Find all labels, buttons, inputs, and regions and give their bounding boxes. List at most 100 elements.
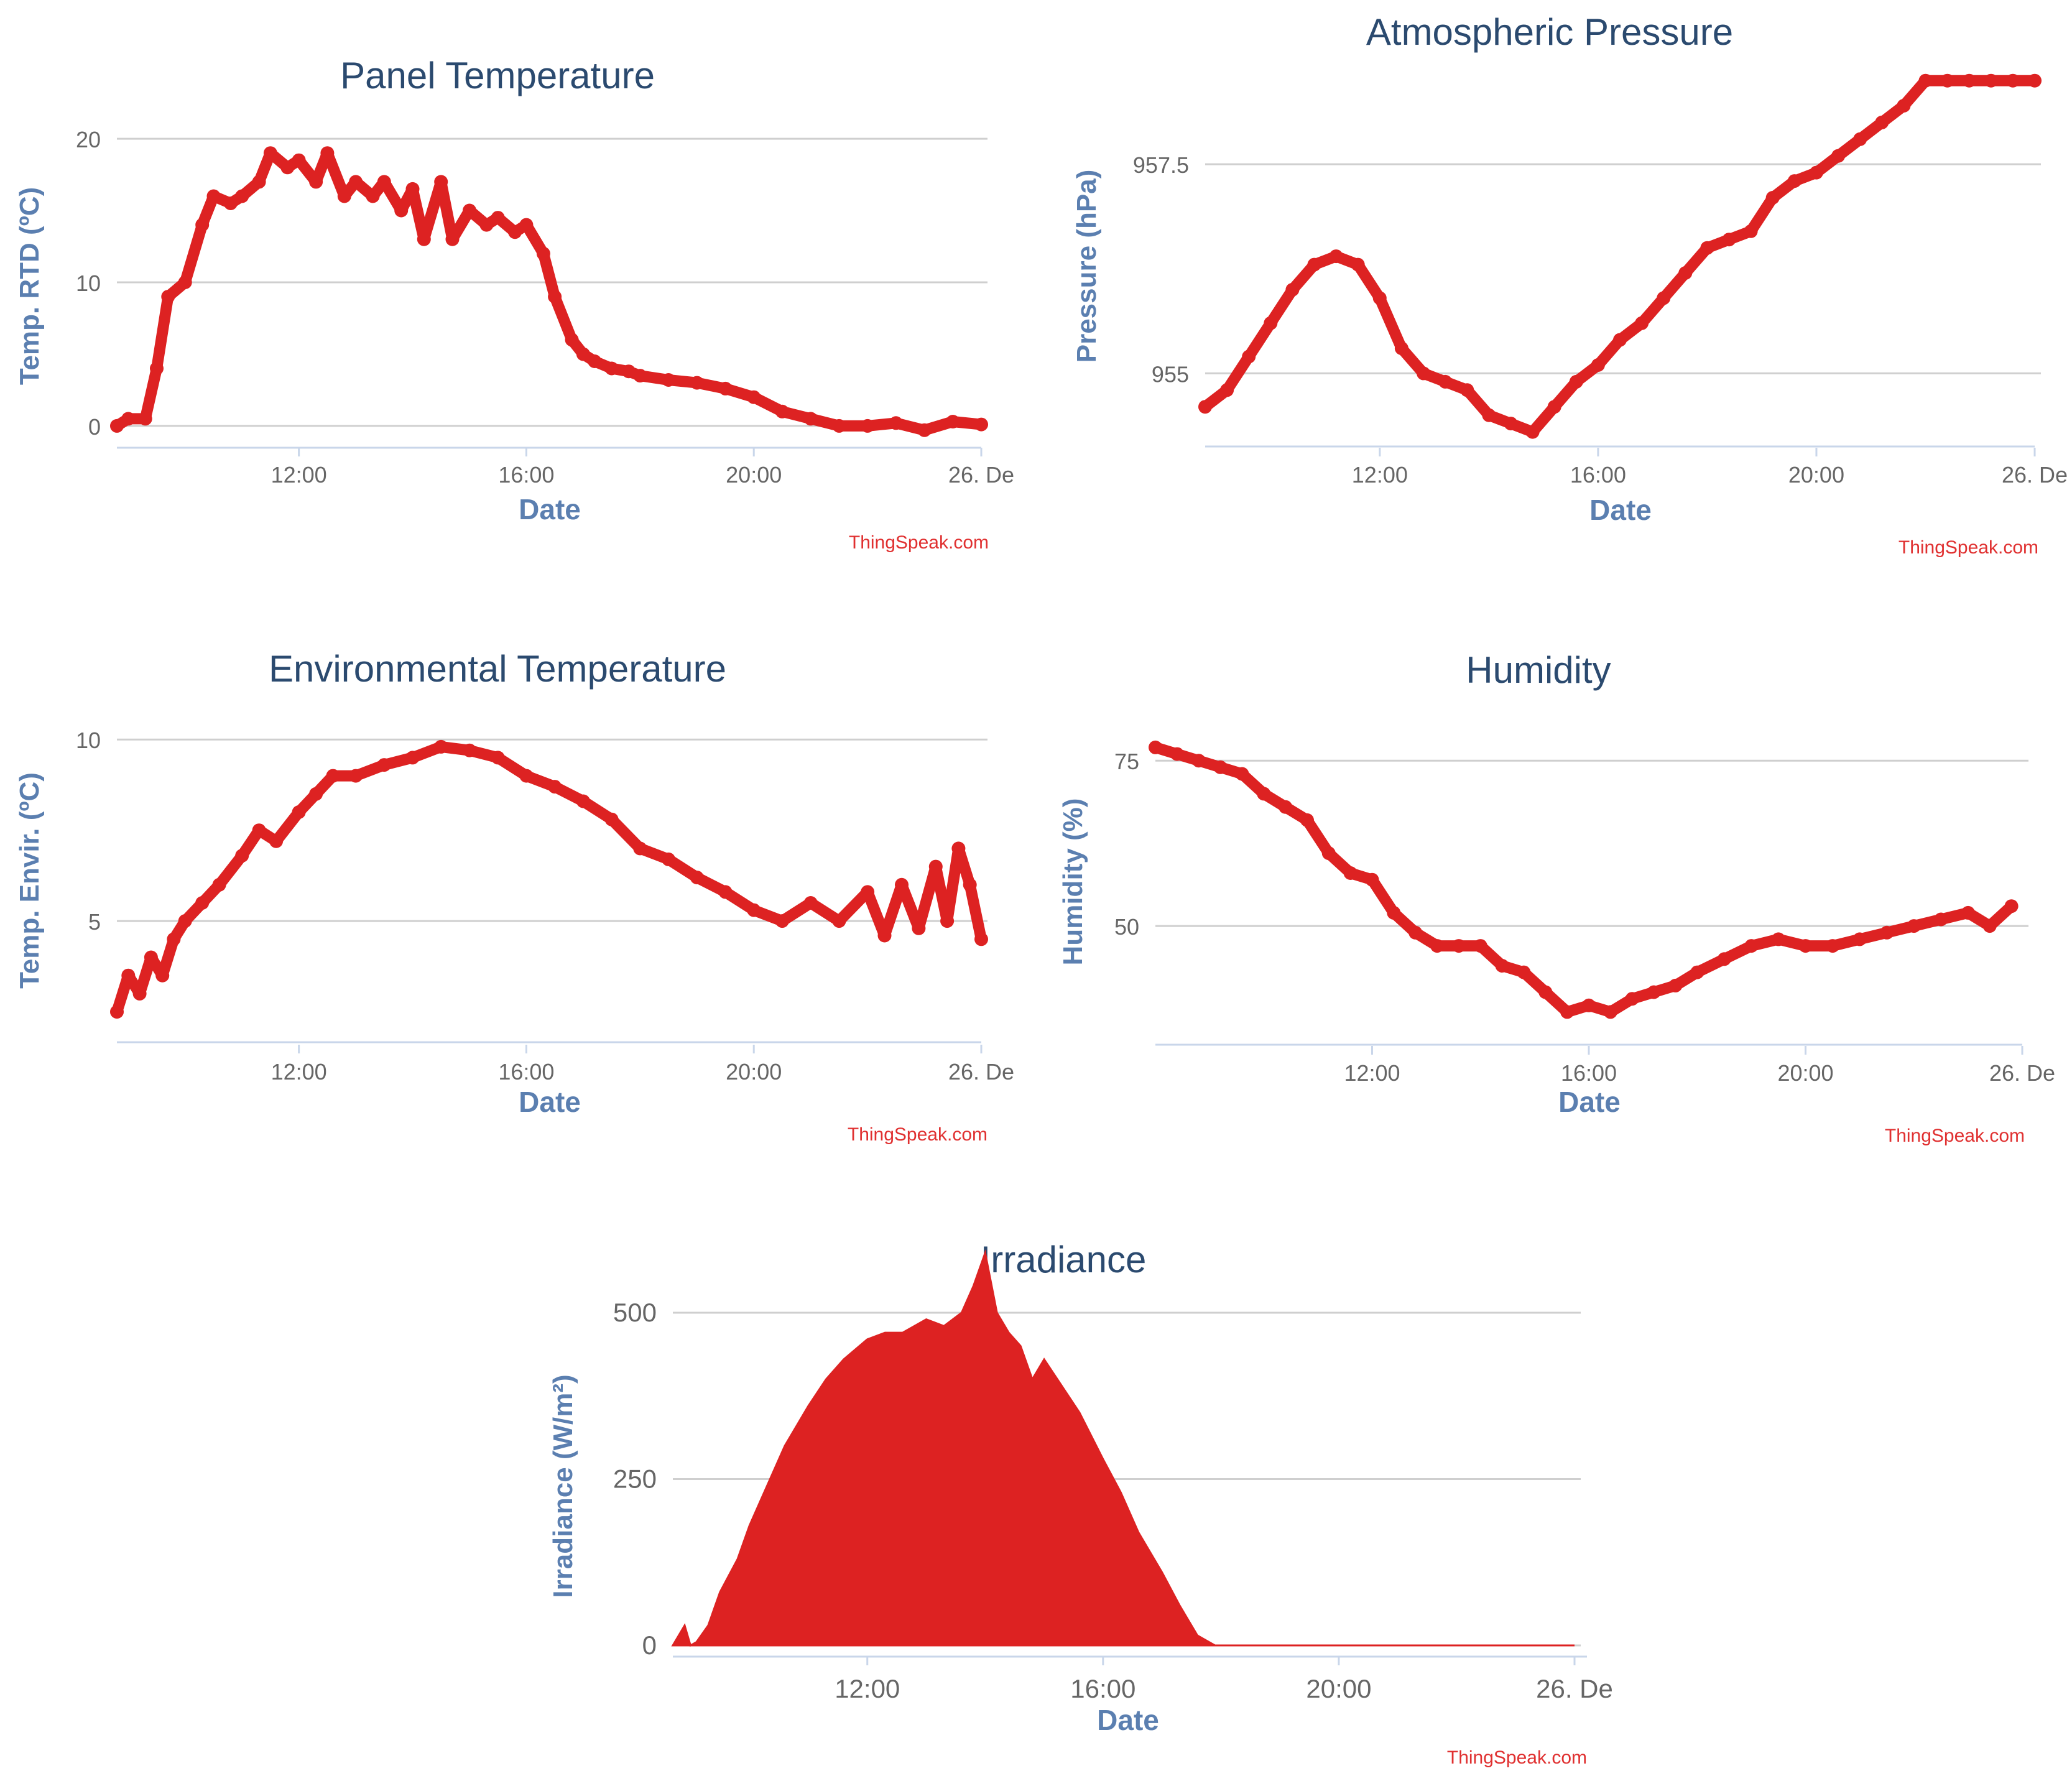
data-point bbox=[951, 841, 966, 856]
chart-credit[interactable]: ThingSpeak.com bbox=[1885, 1126, 2025, 1146]
data-point bbox=[178, 275, 192, 289]
data-point bbox=[263, 146, 277, 160]
y-tick-label: 10 bbox=[76, 728, 101, 753]
data-point bbox=[519, 218, 534, 232]
data-point bbox=[974, 417, 988, 432]
chart-irradiance: Irradiance 0 250 500 12:00 16:00 20:00 26. De… bbox=[548, 1239, 1613, 1768]
data-point bbox=[1547, 400, 1561, 414]
data-point bbox=[963, 877, 977, 892]
data-point bbox=[519, 769, 534, 783]
data-point bbox=[1321, 846, 1336, 861]
data-point bbox=[121, 968, 136, 983]
data-point bbox=[1875, 115, 1889, 129]
data-point bbox=[1307, 257, 1321, 272]
x-tick-label: 26. De bbox=[948, 462, 1014, 488]
data-point bbox=[1460, 383, 1474, 397]
data-point bbox=[1690, 965, 1704, 979]
data-point bbox=[150, 361, 164, 376]
series-marks bbox=[110, 739, 988, 1019]
data-point bbox=[1603, 1005, 1617, 1019]
data-point bbox=[1831, 149, 1846, 163]
data-point bbox=[565, 333, 579, 347]
y-axis-label: Temp. Envir. (ºC) bbox=[14, 772, 45, 989]
chart-title: Environmental Temperature bbox=[269, 648, 726, 690]
data-point bbox=[1918, 73, 1933, 88]
x-tick-label: 20:00 bbox=[1306, 1674, 1371, 1703]
data-point bbox=[1220, 383, 1234, 397]
series-marks bbox=[1198, 73, 2042, 439]
x-axis-ticks: 12:00 16:00 20:00 26. De bbox=[271, 448, 1014, 488]
data-point bbox=[138, 412, 152, 426]
data-point bbox=[718, 381, 733, 395]
data-point bbox=[1279, 800, 1293, 814]
data-point bbox=[1329, 249, 1343, 264]
data-point bbox=[178, 914, 192, 928]
chart-credit[interactable]: ThingSpeak.com bbox=[848, 1124, 987, 1145]
data-point bbox=[588, 354, 602, 368]
data-point bbox=[861, 885, 875, 899]
data-point bbox=[1504, 417, 1518, 431]
data-point bbox=[604, 812, 619, 826]
x-axis-ticks: 12:00 16:00 20:00 26. De bbox=[835, 1657, 1613, 1703]
data-point bbox=[1495, 959, 1509, 973]
data-point bbox=[1934, 912, 1948, 927]
data-point bbox=[434, 739, 448, 754]
x-tick-label: 16:00 bbox=[1561, 1060, 1617, 1086]
y-tick-label: 500 bbox=[613, 1298, 657, 1327]
data-point bbox=[1191, 754, 1206, 768]
data-point bbox=[917, 423, 932, 437]
data-point bbox=[2004, 899, 2019, 913]
data-point bbox=[1787, 174, 1801, 188]
x-tick-label: 26. De bbox=[948, 1059, 1014, 1085]
data-point bbox=[1525, 425, 1540, 439]
data-point bbox=[1351, 257, 1365, 272]
data-point bbox=[1798, 939, 1813, 953]
x-tick-label: 20:00 bbox=[726, 1059, 782, 1085]
y-tick-label: 50 bbox=[1114, 914, 1139, 940]
data-point bbox=[928, 859, 943, 874]
x-tick-label: 12:00 bbox=[271, 462, 327, 488]
chart-credit[interactable]: ThingSpeak.com bbox=[849, 532, 989, 553]
x-tick-label: 26. De bbox=[1989, 1060, 2055, 1086]
data-point bbox=[889, 416, 903, 430]
data-point bbox=[309, 787, 323, 801]
y-axis-ticks: 955 957.5 bbox=[1133, 152, 2041, 387]
data-point bbox=[2028, 73, 2042, 88]
data-point bbox=[974, 932, 988, 946]
data-point bbox=[1285, 282, 1300, 297]
data-point bbox=[576, 794, 590, 808]
data-point bbox=[1473, 939, 1487, 953]
data-point bbox=[212, 877, 226, 892]
data-point bbox=[1582, 998, 1596, 1012]
y-tick-label: 0 bbox=[88, 414, 101, 440]
data-point bbox=[775, 914, 789, 928]
chart-title: Panel Temperature bbox=[340, 55, 655, 96]
chart-credit[interactable]: ThingSpeak.com bbox=[1899, 537, 2038, 558]
x-tick-label: 16:00 bbox=[1070, 1674, 1135, 1703]
data-point bbox=[633, 841, 647, 856]
data-point bbox=[622, 364, 636, 379]
data-point bbox=[377, 758, 391, 772]
data-point bbox=[320, 146, 335, 160]
data-point bbox=[195, 218, 210, 232]
data-point bbox=[377, 175, 391, 189]
x-axis-label: Date bbox=[519, 1086, 581, 1118]
x-axis-label: Date bbox=[1558, 1086, 1621, 1118]
data-point bbox=[2005, 73, 2020, 88]
data-point bbox=[1809, 165, 1823, 180]
x-tick-label: 16:00 bbox=[498, 462, 554, 488]
data-point bbox=[662, 373, 675, 387]
chart-credit[interactable]: ThingSpeak.com bbox=[1447, 1747, 1587, 1768]
data-point bbox=[912, 921, 926, 935]
data-point bbox=[803, 896, 818, 910]
data-point bbox=[1625, 992, 1639, 1006]
y-axis-label: Temp. RTD (ºC) bbox=[14, 187, 45, 385]
data-point bbox=[536, 246, 550, 261]
data-point bbox=[1657, 291, 1671, 305]
x-axis-ticks: 12:00 16:00 20:00 26. De bbox=[271, 1045, 1014, 1085]
data-point bbox=[1300, 813, 1314, 827]
data-point bbox=[1668, 978, 1683, 992]
data-point bbox=[1387, 905, 1401, 920]
data-point bbox=[252, 823, 266, 838]
x-tick-label: 12:00 bbox=[835, 1674, 900, 1703]
